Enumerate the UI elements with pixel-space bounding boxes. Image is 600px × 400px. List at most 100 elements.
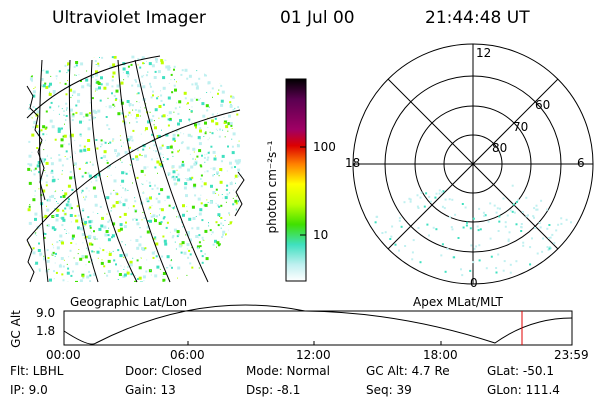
emission-speckle	[236, 227, 240, 231]
emission-speckle	[121, 171, 125, 175]
emission-speckle	[220, 160, 223, 163]
emission-speckle	[204, 203, 208, 207]
emission-speckle	[128, 143, 129, 145]
emission-speckle	[166, 195, 170, 199]
emission-speckle	[126, 138, 130, 142]
emission-speckle	[92, 109, 96, 113]
emission-speckle	[46, 199, 49, 202]
gcalt-info: GC Alt: 4.7 Re	[366, 364, 450, 378]
emission-speckle	[194, 97, 196, 99]
emission-speckle	[67, 62, 71, 66]
emission-speckle	[233, 222, 237, 226]
emission-speckle	[44, 215, 48, 218]
emission-speckle	[127, 266, 129, 268]
emission-speckle	[195, 86, 199, 90]
emission-speckle	[208, 106, 210, 108]
emission-speckle	[69, 58, 71, 60]
emission-speckle	[169, 231, 171, 233]
emission-speckle	[177, 122, 180, 126]
emission-speckle	[180, 132, 182, 134]
emission-speckle	[75, 74, 77, 76]
emission-speckle	[186, 274, 188, 276]
emission-speckle	[51, 179, 55, 183]
emission-speckle	[142, 144, 146, 148]
emission-speckle	[189, 177, 193, 181]
emission-speckle	[147, 166, 149, 168]
emission-speckle	[135, 80, 138, 83]
emission-speckle	[119, 254, 123, 258]
emission-speckle	[135, 117, 138, 120]
emission-speckle	[237, 268, 238, 270]
emission-speckle	[91, 243, 94, 246]
emission-speckle	[87, 172, 90, 175]
emission-speckle	[172, 175, 175, 178]
emission-speckle	[52, 245, 54, 247]
emission-speckle	[132, 205, 135, 208]
polar-speckle	[487, 220, 490, 223]
emission-speckle	[69, 176, 73, 180]
emission-speckle	[59, 234, 63, 238]
emission-speckle	[114, 149, 117, 153]
emission-speckle	[183, 251, 187, 255]
emission-speckle	[163, 157, 164, 158]
emission-speckle	[129, 106, 131, 108]
emission-speckle	[81, 175, 84, 178]
emission-speckle	[171, 176, 173, 179]
polar-speckle	[498, 220, 501, 223]
emission-speckle	[215, 128, 217, 130]
emission-speckle	[190, 110, 193, 113]
emission-speckle	[168, 204, 171, 207]
emission-speckle	[162, 161, 164, 163]
emission-speckle	[111, 92, 113, 95]
emission-speckle	[178, 244, 182, 248]
emission-speckle	[197, 98, 200, 101]
emission-speckle	[171, 144, 173, 146]
emission-speckle	[84, 255, 88, 259]
emission-speckle	[128, 111, 131, 114]
emission-speckle	[227, 248, 231, 252]
emission-speckle	[67, 267, 70, 270]
emission-speckle	[200, 185, 203, 188]
emission-speckle	[60, 144, 64, 148]
emission-speckle	[146, 225, 150, 229]
emission-speckle	[149, 147, 151, 149]
emission-speckle	[112, 63, 116, 67]
emission-speckle	[229, 122, 233, 125]
emission-speckle	[173, 84, 176, 87]
emission-speckle	[75, 64, 78, 67]
emission-speckle	[42, 189, 46, 193]
emission-speckle	[53, 92, 56, 95]
emission-speckle	[46, 156, 48, 157]
emission-speckle	[109, 192, 112, 195]
emission-speckle	[78, 167, 81, 170]
emission-speckle	[148, 62, 152, 66]
polar-speckle	[560, 217, 563, 220]
emission-speckle	[162, 276, 164, 278]
emission-speckle	[127, 189, 129, 191]
emission-speckle	[189, 262, 192, 265]
polar-speckle	[448, 216, 451, 218]
emission-speckle	[231, 128, 233, 129]
emission-speckle	[210, 234, 212, 236]
emission-speckle	[46, 225, 48, 226]
emission-speckle	[94, 90, 96, 92]
colorbar	[285, 78, 307, 282]
emission-speckle	[172, 170, 176, 174]
emission-speckle	[158, 105, 162, 108]
emission-speckle	[81, 218, 85, 222]
emission-speckle	[74, 74, 76, 76]
emission-speckle	[220, 222, 223, 225]
emission-speckle	[172, 133, 176, 137]
emission-speckle	[129, 122, 131, 124]
polar-speckle	[450, 226, 453, 229]
polar-speckle	[444, 198, 447, 201]
emission-speckle	[59, 217, 62, 219]
emission-speckle	[106, 213, 108, 215]
emission-speckle	[149, 82, 151, 85]
emission-speckle	[100, 139, 103, 142]
emission-speckle	[142, 82, 143, 84]
emission-speckle	[173, 228, 177, 232]
emission-speckle	[186, 60, 189, 63]
polar-speckle	[498, 215, 501, 218]
emission-speckle	[122, 72, 124, 74]
